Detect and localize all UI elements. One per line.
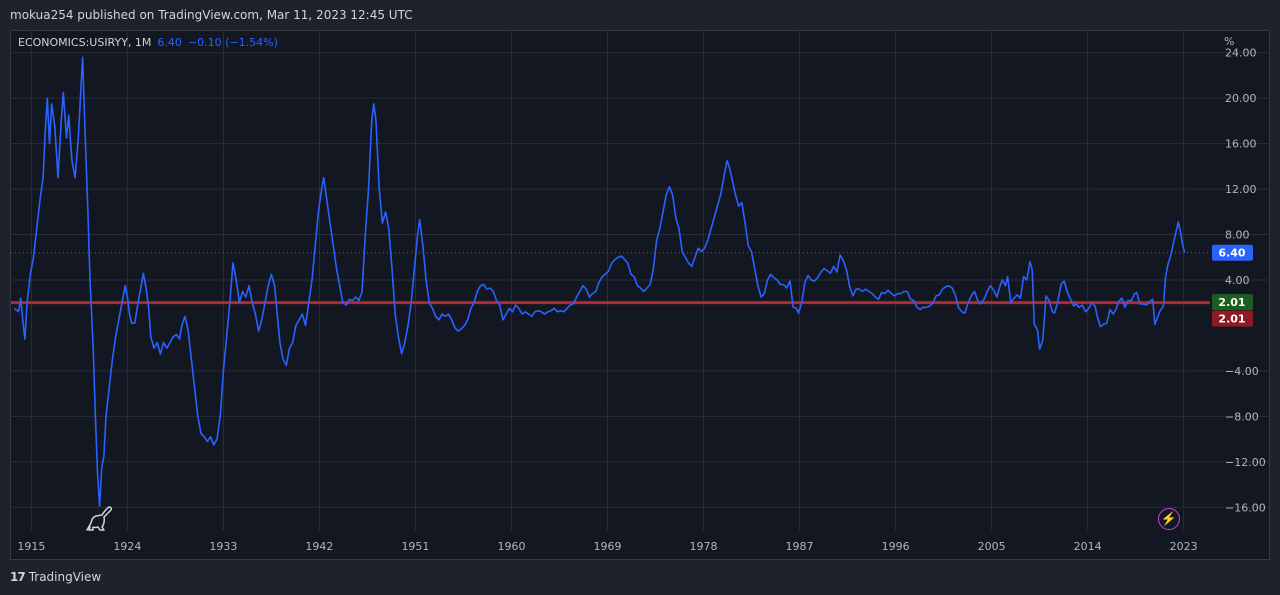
y-tick-label: 16.00 <box>1225 138 1257 151</box>
x-tick-label: 1924 <box>113 540 141 553</box>
y-tick-label: −8.00 <box>1225 410 1259 423</box>
y-tick-label: −12.00 <box>1225 456 1266 469</box>
footer-bar <box>0 560 1280 595</box>
dinosaur-icon <box>86 506 112 531</box>
hline-badge-bottom-bg <box>1212 310 1253 327</box>
x-tick-label: 2023 <box>1170 540 1198 553</box>
y-tick-label: 12.00 <box>1225 183 1257 196</box>
last-value: 6.40 <box>157 36 182 49</box>
x-tick-label: 1960 <box>497 540 525 553</box>
x-tick-label: 1942 <box>305 540 333 553</box>
change-value: −0.10 (−1.54%) <box>187 36 278 49</box>
symbol-name: ECONOMICS:USIRYY, 1M <box>18 36 152 49</box>
y-tick-label: −16.00 <box>1225 501 1266 514</box>
x-tick-label: 2005 <box>978 540 1006 553</box>
y-tick-label: −4.00 <box>1225 365 1259 378</box>
tradingview-logo[interactable]: 17 TradingView <box>10 570 101 584</box>
publish-info: mokua254 published on TradingView.com, M… <box>10 8 413 22</box>
x-tick-label: 1969 <box>594 540 622 553</box>
tradingview-brand: TradingView <box>28 570 102 584</box>
hline-badge-bottom: 2.01 <box>1218 313 1245 326</box>
y-tick-label: 8.00 <box>1225 229 1250 242</box>
x-tick-label: 1933 <box>209 540 237 553</box>
x-tick-label: 1987 <box>786 540 814 553</box>
x-tick-label: 2014 <box>1074 540 1102 553</box>
y-tick-label: 20.00 <box>1225 92 1257 105</box>
y-tick-label: 24.00 <box>1225 47 1257 60</box>
last-value-badge-bg <box>1212 244 1253 261</box>
x-tick-label: 1951 <box>401 540 429 553</box>
x-tick-label: 1978 <box>690 540 718 553</box>
lightning-icon[interactable]: ⚡ <box>1158 508 1180 530</box>
hline-badge-top: 2.01 <box>1218 296 1245 309</box>
symbol-legend[interactable]: ECONOMICS:USIRYY, 1M 6.40 −0.10 (−1.54%) <box>18 36 278 49</box>
x-tick-label: 1915 <box>17 540 45 553</box>
chart-area[interactable] <box>10 30 1270 560</box>
last-value-badge: 6.40 <box>1218 247 1245 260</box>
series-line <box>13 56 1186 507</box>
tradingview-logo-icon: 17 <box>10 570 26 584</box>
x-tick-label: 1996 <box>882 540 910 553</box>
y-tick-label: 4.00 <box>1225 274 1250 287</box>
header-bar: mokua254 published on TradingView.com, M… <box>0 0 1280 30</box>
hline-badge-top-bg <box>1212 294 1253 311</box>
y-axis-unit: % <box>1224 35 1234 48</box>
